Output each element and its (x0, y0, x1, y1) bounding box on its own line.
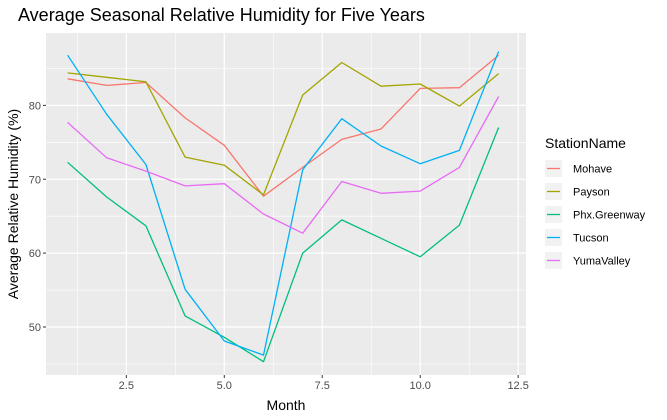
series-line-yumavalley (67, 96, 500, 234)
x-tick-label: 12.5 (507, 380, 528, 392)
x-tick-label: 2.5 (119, 380, 134, 392)
legend-label-yumavalley: YumaValley (573, 256, 631, 268)
legend-label-phx-greenway: Phx.Greenway (573, 210, 646, 222)
legend: StationName Mohave Payson Phx.Greenway Tucs… (545, 135, 646, 269)
y-tick-label: 60 (29, 248, 41, 260)
chart-title: Average Seasonal Relative Humidity for F… (18, 5, 425, 25)
x-tick-label: 10.0 (409, 380, 430, 392)
x-axis-title: Month (267, 397, 306, 413)
legend-label-payson: Payson (573, 187, 610, 199)
y-axis: 50 60 70 80 (29, 100, 46, 334)
series-lines (67, 51, 500, 363)
legend-label-tucson: Tucson (573, 233, 609, 245)
y-tick-label: 70 (29, 174, 41, 186)
legend-label-mohave: Mohave (573, 164, 612, 176)
y-tick-label: 50 (29, 322, 41, 334)
major-gridlines (46, 33, 526, 375)
series-line-tucson (67, 51, 500, 356)
series-line-phx-greenway (67, 127, 500, 363)
x-axis: 2.5 5.0 7.5 10.0 12.5 (119, 375, 529, 392)
x-tick-label: 7.5 (315, 380, 330, 392)
y-tick-label: 80 (29, 100, 41, 112)
series-line-payson (67, 61, 500, 196)
y-axis-title: Average Relative Humidity (%) (5, 109, 21, 299)
x-tick-label: 5.0 (217, 380, 232, 392)
legend-title: StationName (545, 135, 626, 151)
